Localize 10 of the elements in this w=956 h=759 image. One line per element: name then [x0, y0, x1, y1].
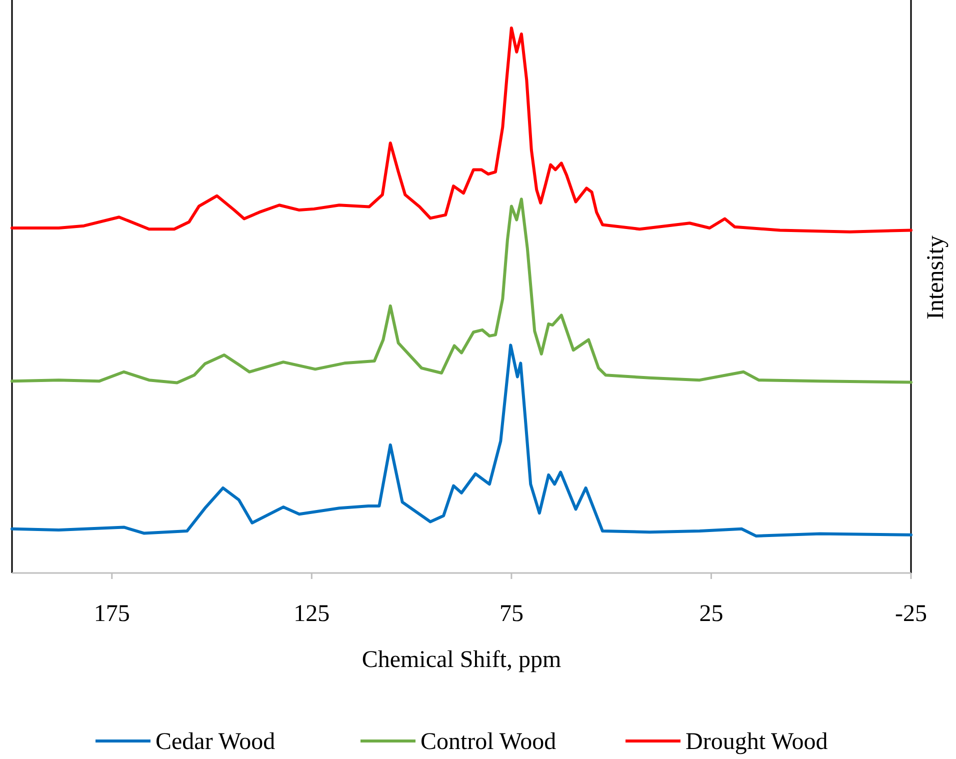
x-tick-label: 125 [294, 601, 330, 627]
legend-label: Drought Wood [686, 729, 828, 755]
legend-label: Control Wood [420, 729, 556, 755]
x-tick-label: 175 [94, 601, 130, 627]
x-tick-label: 75 [499, 601, 524, 627]
y-axis-title: Intensity [923, 236, 949, 320]
x-tick-label: 25 [699, 601, 724, 627]
x-axis-title: Chemical Shift, ppm [362, 647, 562, 673]
x-tick-label: -25 [895, 601, 927, 627]
legend-label: Cedar Wood [156, 729, 276, 755]
